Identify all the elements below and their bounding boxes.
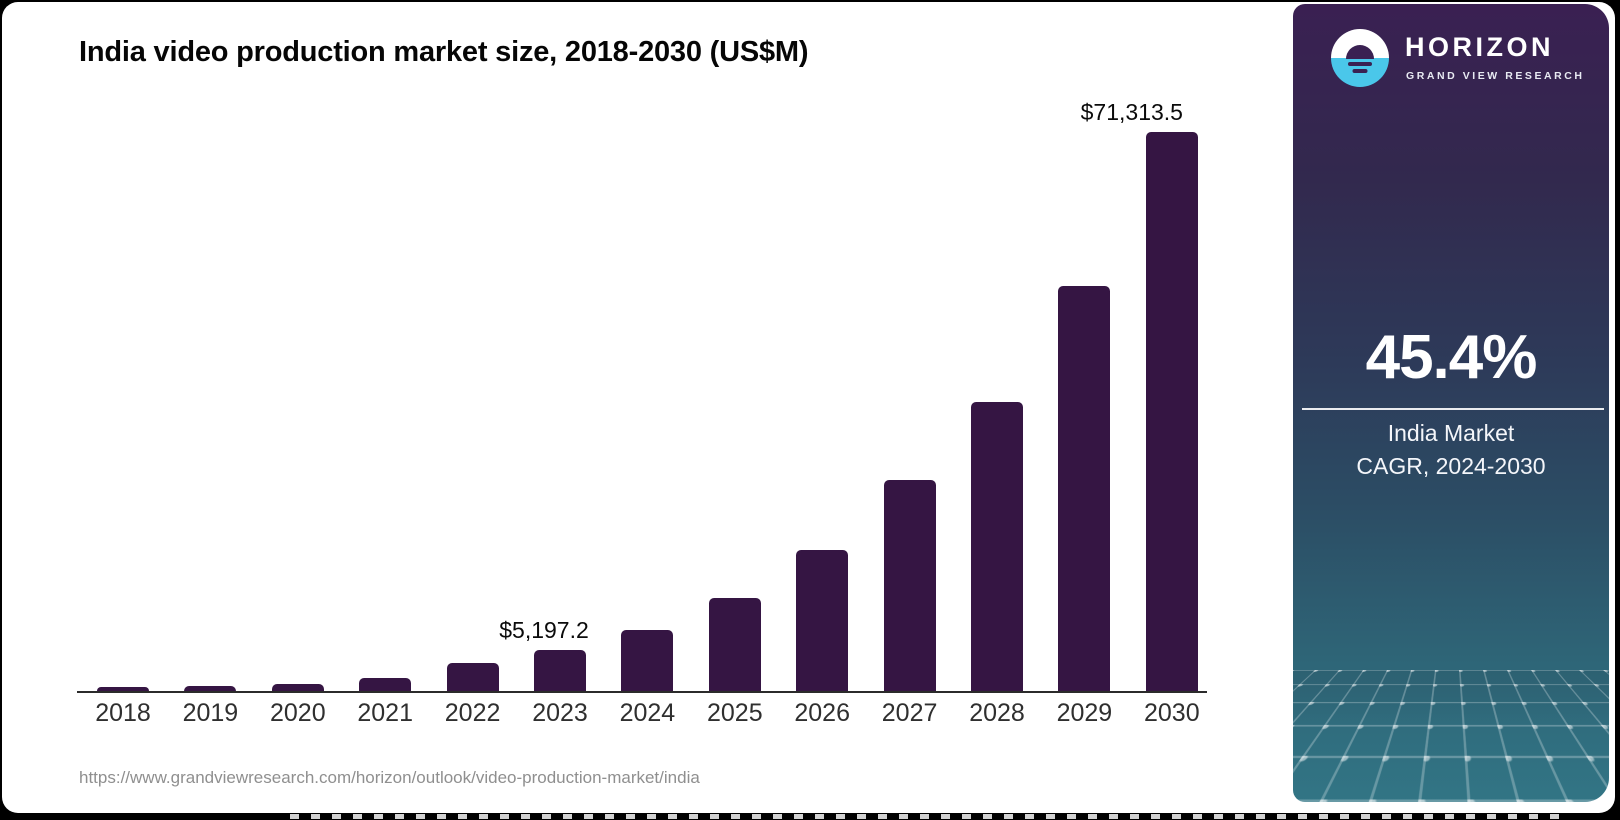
x-axis-label-2030: 2030 (1143, 699, 1200, 727)
brand-logo: HORIZON GRAND VIEW RESEARCH (1293, 4, 1609, 124)
bar-chart-plot: $5,197.2 $71,313.5 (77, 2, 1207, 691)
x-axis-label-2028: 2028 (969, 699, 1025, 727)
bar-2029 (1058, 286, 1111, 691)
cagr-caption-market: India Market (1387, 420, 1515, 446)
brand-subtitle: GRAND VIEW RESEARCH (1406, 70, 1585, 82)
mesh-decoration (1293, 670, 1609, 802)
bar-2027 (883, 480, 936, 691)
bar-2021 (359, 678, 412, 691)
x-axis-label-2026: 2026 (794, 699, 850, 727)
bar-2025 (708, 598, 761, 691)
x-axis-label-2020: 2020 (269, 699, 326, 727)
x-axis-line (77, 691, 1207, 693)
source-url: https://www.grandviewresearch.com/horizo… (79, 768, 700, 787)
x-axis-label-2018: 2018 (95, 699, 151, 727)
x-axis-label-2019: 2019 (182, 699, 239, 727)
chart-title: India video production market size, 2018… (79, 36, 809, 68)
cagr-value: 45.4% (1365, 323, 1538, 392)
cagr-caption-period: CAGR, 2024-2030 (1356, 453, 1546, 479)
mesh-horizon-fade (1293, 670, 1609, 802)
bar-2018 (97, 687, 149, 691)
brand-name: HORIZON (1405, 32, 1554, 62)
x-axis-label-2029: 2029 (1056, 699, 1113, 727)
x-axis-label-2027: 2027 (881, 699, 938, 727)
bottom-edge-dashes (290, 814, 1562, 819)
bar-2030 (1145, 132, 1198, 691)
x-axis-label-2021: 2021 (357, 699, 413, 727)
bar-2019 (184, 686, 237, 691)
horizon-sun-icon (1331, 29, 1389, 87)
x-axis-label-2023: 2023 (532, 699, 588, 727)
x-axis-label-2024: 2024 (619, 699, 676, 727)
bar-2026 (796, 550, 849, 691)
bar-value-label-2023: $5,197.2 (499, 617, 589, 643)
bar-2028 (971, 402, 1023, 691)
x-axis-labels-row: 2018 2019 2020 2021 2022 2023 2024 2025 2026 2027… (77, 699, 1207, 733)
bar-2023 (534, 650, 586, 691)
bar-value-label-2030: $71,313.5 (1080, 99, 1183, 125)
bar-2020 (271, 684, 324, 691)
divider (1302, 408, 1604, 410)
bar-2024 (621, 630, 674, 691)
bar-2022 (446, 663, 499, 691)
sidebar-panel: HORIZON GRAND VIEW RESEARCH 45.4% India … (1293, 4, 1609, 802)
x-axis-label-2022: 2022 (444, 699, 501, 727)
x-axis-label-2025: 2025 (706, 699, 763, 727)
